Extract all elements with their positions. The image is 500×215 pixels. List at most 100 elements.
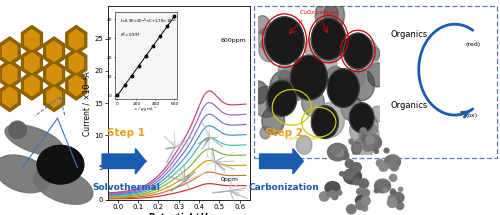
Circle shape: [374, 189, 378, 193]
Circle shape: [340, 152, 349, 160]
Circle shape: [320, 192, 329, 201]
Y-axis label: Current / ×10⁻⁴A: Current / ×10⁻⁴A: [82, 71, 92, 135]
Circle shape: [374, 149, 378, 153]
FancyArrow shape: [260, 149, 304, 174]
Polygon shape: [66, 48, 86, 77]
Circle shape: [390, 190, 396, 195]
Circle shape: [343, 33, 372, 69]
Circle shape: [346, 66, 364, 89]
Circle shape: [332, 77, 346, 94]
Circle shape: [336, 84, 349, 99]
Circle shape: [311, 49, 337, 80]
Circle shape: [388, 198, 397, 207]
Circle shape: [356, 201, 365, 210]
Circle shape: [390, 174, 396, 181]
Polygon shape: [1, 85, 18, 109]
Ellipse shape: [328, 143, 347, 161]
Circle shape: [332, 146, 340, 155]
Text: (red): (red): [466, 41, 481, 47]
Circle shape: [344, 170, 354, 180]
Polygon shape: [0, 37, 20, 66]
Circle shape: [390, 175, 395, 179]
Circle shape: [362, 189, 370, 197]
Circle shape: [352, 163, 362, 172]
Polygon shape: [44, 37, 64, 66]
Polygon shape: [66, 71, 86, 100]
Circle shape: [352, 138, 372, 162]
Text: 0ppm: 0ppm: [220, 177, 238, 182]
Circle shape: [396, 199, 400, 203]
Circle shape: [384, 148, 389, 153]
Circle shape: [352, 142, 362, 154]
Polygon shape: [0, 60, 20, 89]
Polygon shape: [22, 48, 42, 77]
Circle shape: [360, 128, 366, 134]
Circle shape: [369, 47, 380, 60]
Circle shape: [346, 205, 356, 214]
Polygon shape: [68, 74, 85, 97]
Circle shape: [265, 17, 304, 64]
Ellipse shape: [325, 182, 340, 194]
Ellipse shape: [5, 125, 64, 155]
Circle shape: [255, 16, 270, 34]
Text: 600ppm: 600ppm: [220, 38, 246, 43]
Polygon shape: [66, 26, 86, 54]
Text: carbon matrix: carbon matrix: [286, 136, 323, 141]
Ellipse shape: [391, 192, 404, 203]
Circle shape: [253, 86, 279, 117]
Polygon shape: [1, 40, 18, 63]
Ellipse shape: [356, 195, 370, 206]
Circle shape: [354, 39, 379, 70]
Circle shape: [302, 89, 324, 116]
Circle shape: [283, 71, 308, 101]
Circle shape: [354, 178, 360, 185]
Circle shape: [259, 37, 279, 62]
Circle shape: [379, 163, 388, 171]
Circle shape: [260, 126, 270, 139]
Circle shape: [359, 123, 379, 147]
Circle shape: [388, 161, 395, 168]
Circle shape: [312, 18, 346, 60]
Circle shape: [350, 170, 356, 175]
Text: (ox): (ox): [466, 112, 478, 118]
Polygon shape: [46, 40, 62, 63]
Circle shape: [335, 148, 344, 157]
Circle shape: [349, 139, 353, 143]
Text: Step 1: Step 1: [107, 128, 145, 138]
Circle shape: [368, 63, 387, 87]
Polygon shape: [46, 63, 62, 86]
Circle shape: [396, 202, 404, 209]
Circle shape: [9, 121, 26, 138]
Polygon shape: [68, 51, 85, 75]
Circle shape: [268, 82, 287, 104]
Circle shape: [391, 161, 395, 166]
Polygon shape: [22, 71, 42, 100]
Circle shape: [294, 74, 312, 94]
Circle shape: [362, 205, 368, 211]
Circle shape: [350, 140, 354, 144]
Ellipse shape: [384, 155, 400, 169]
Polygon shape: [46, 85, 62, 109]
Circle shape: [366, 135, 374, 144]
Circle shape: [326, 66, 344, 88]
Circle shape: [296, 136, 312, 154]
FancyArrow shape: [102, 149, 146, 174]
Circle shape: [318, 31, 344, 63]
Text: Carbonization: Carbonization: [248, 183, 319, 192]
Circle shape: [356, 189, 363, 194]
Polygon shape: [22, 26, 42, 54]
Circle shape: [388, 195, 396, 203]
Text: Solvothermal: Solvothermal: [92, 183, 160, 192]
Circle shape: [270, 34, 288, 56]
Circle shape: [262, 107, 284, 134]
Polygon shape: [24, 51, 40, 75]
Text: Organics: Organics: [390, 30, 428, 39]
Circle shape: [361, 134, 368, 141]
Circle shape: [324, 5, 338, 23]
Polygon shape: [0, 83, 20, 112]
Polygon shape: [1, 63, 18, 86]
Text: Organics: Organics: [390, 101, 428, 110]
Circle shape: [278, 61, 291, 77]
X-axis label: Potential / V: Potential / V: [150, 213, 208, 215]
Polygon shape: [44, 60, 64, 89]
